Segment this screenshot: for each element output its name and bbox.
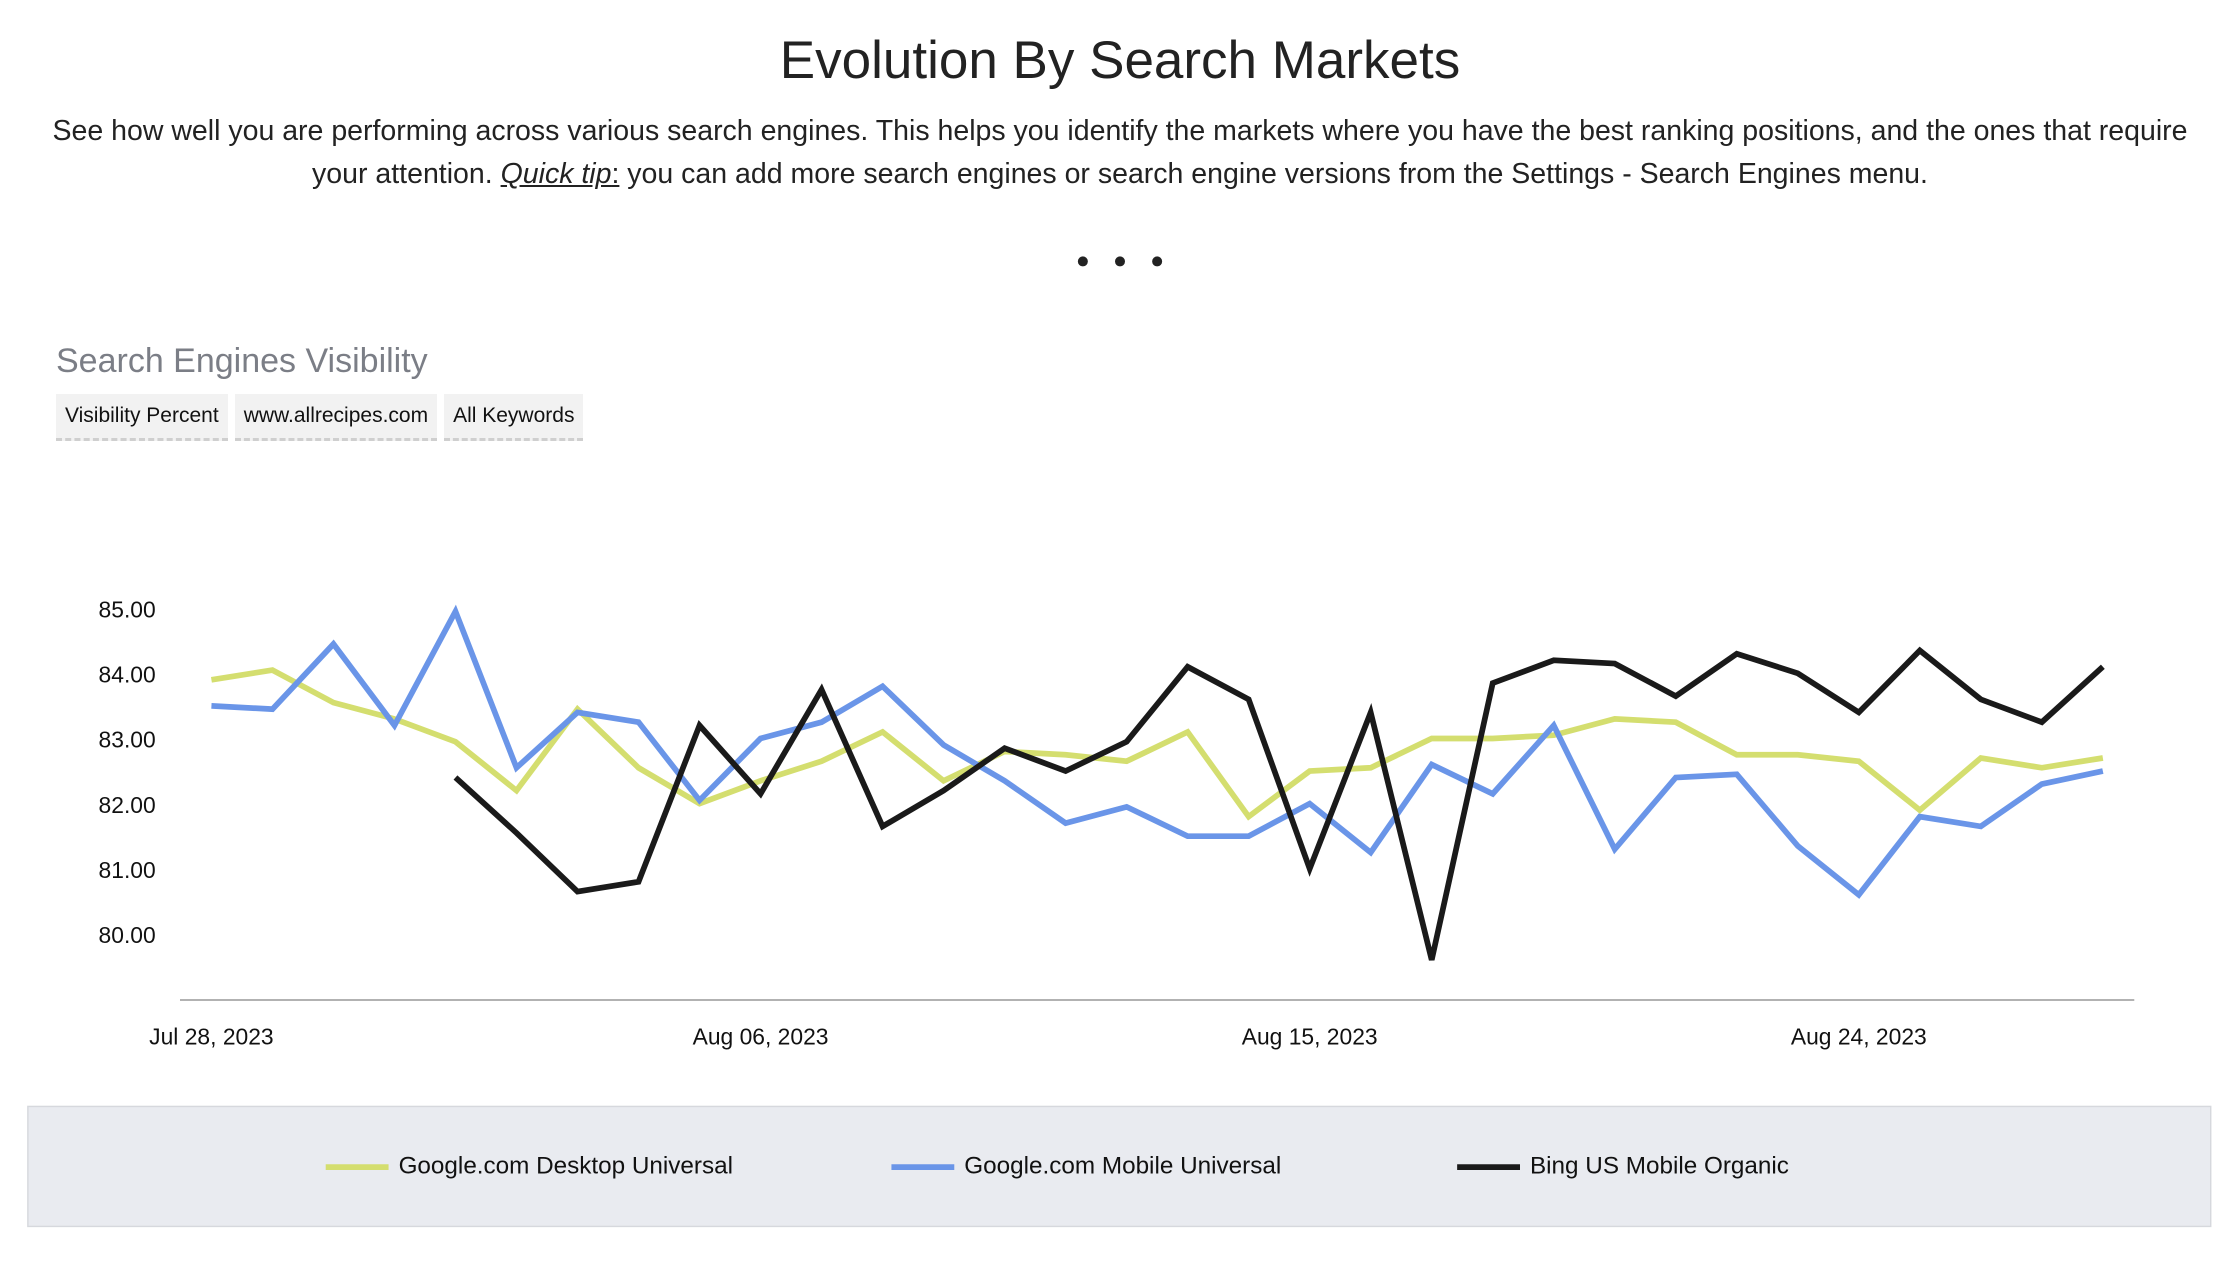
y-tick-label: 83.00 [99,727,156,753]
x-tick-label: Aug 06, 2023 [693,1024,829,1050]
y-tick-label: 80.00 [99,922,156,948]
description-text: See how well you are performing across v… [52,115,2188,190]
description-text: you can add more search engines or searc… [619,158,1928,190]
x-tick-label: Jul 28, 2023 [149,1024,273,1050]
filters: Visibility Percent www.allrecipes.com Al… [56,394,584,441]
quick-tip-colon: : [611,158,620,190]
x-tick-label: Aug 24, 2023 [1791,1024,1927,1050]
legend-label: Google.com Mobile Universal [964,1153,1281,1180]
loading-dot [1115,256,1125,267]
series-line [210,667,2104,821]
loading-dot [1152,256,1163,267]
filter-chip[interactable]: www.allrecipes.com [234,394,438,441]
chart-title: Search Engines Visibility [56,342,428,380]
legend-label: Google.com Desktop Universal [399,1153,733,1180]
legend-label: Bing US Mobile Organic [1530,1153,1789,1180]
filter-chip[interactable]: Visibility Percent [56,394,228,441]
legend-box [27,1105,2212,1228]
loading-dot [1077,256,1088,267]
page-title: Evolution By Search Markets [779,31,1461,90]
y-tick-label: 82.00 [99,792,156,818]
y-tick-label: 85.00 [99,596,156,622]
series-line [453,646,2105,961]
y-tick-label: 81.00 [99,857,156,883]
filter-chip[interactable]: All Keywords [444,394,584,441]
y-tick-label: 84.00 [99,662,156,688]
x-tick-label: Aug 15, 2023 [1242,1024,1378,1050]
quick-tip: Quick tip [500,158,612,190]
description: See how well you are performing across v… [28,110,2212,196]
series-line [211,604,2104,899]
